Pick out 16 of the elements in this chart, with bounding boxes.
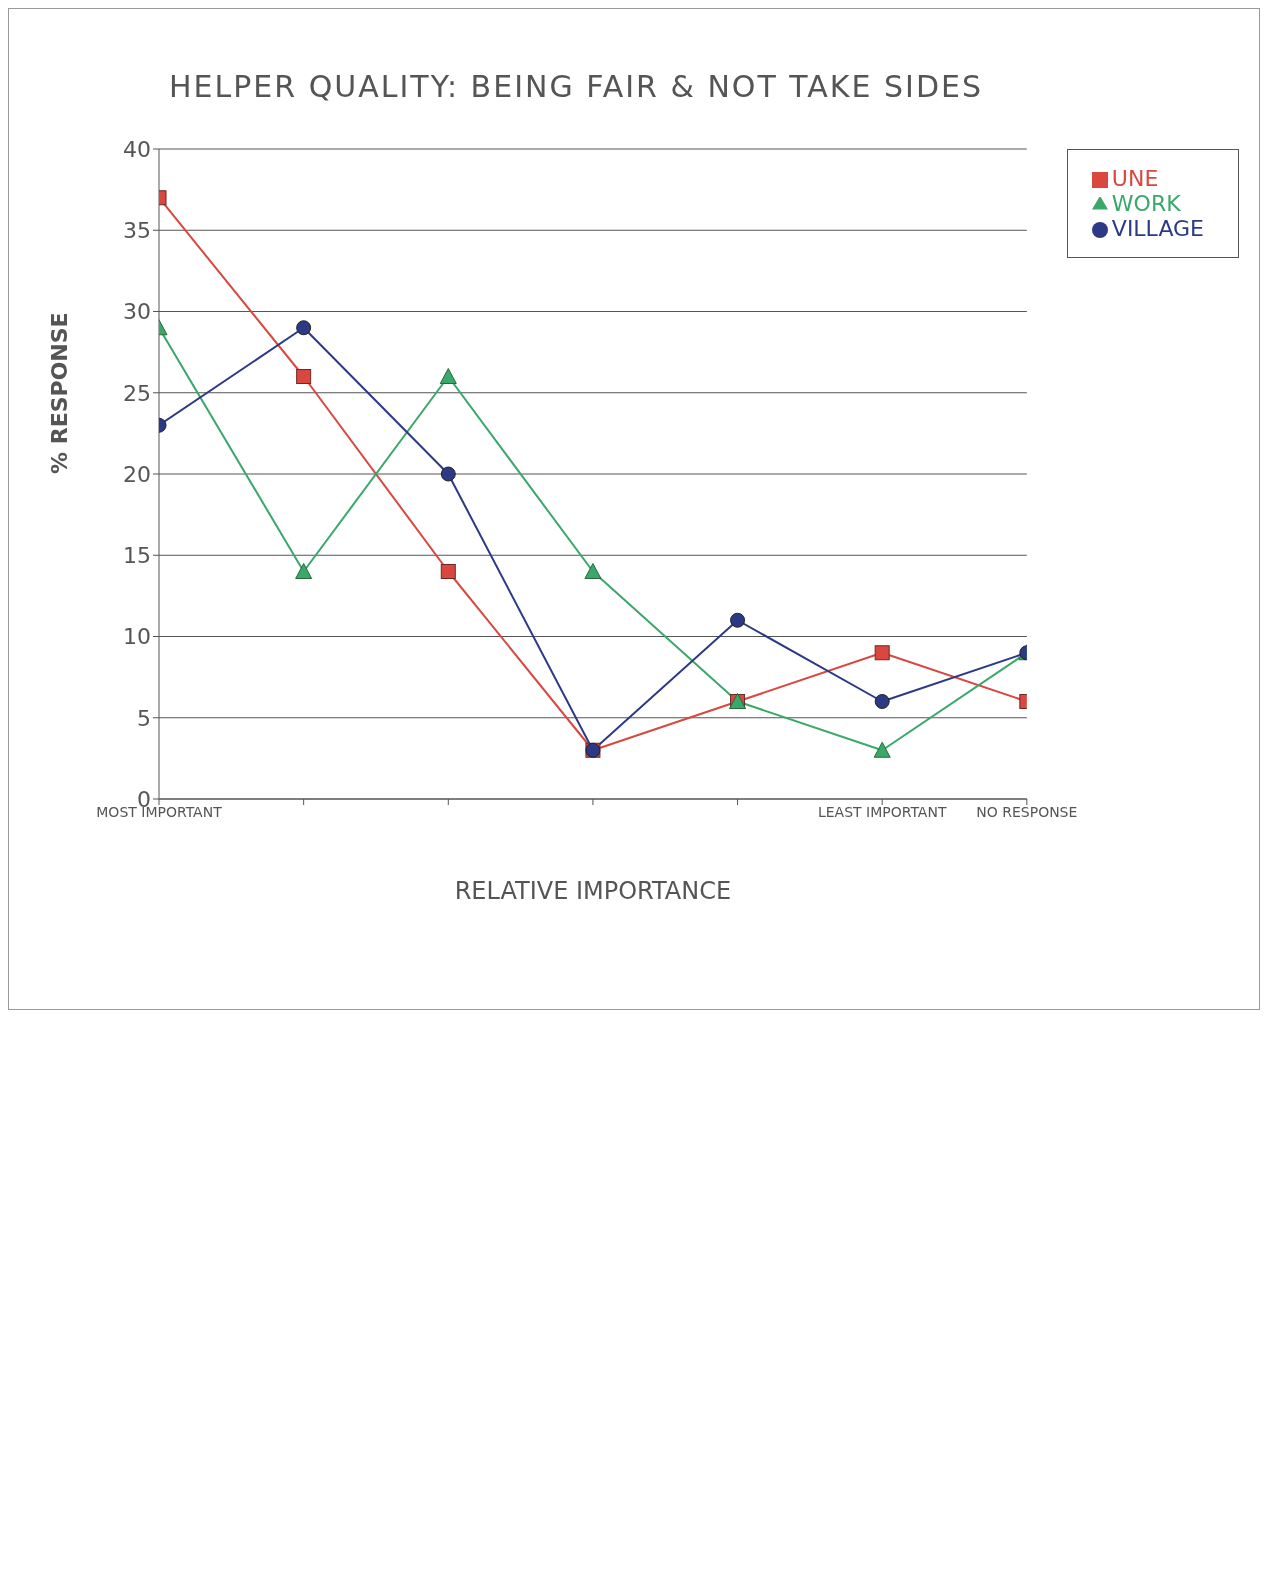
chart-title: HELPER QUALITY: BEING FAIR & NOT TAKE SIDES <box>169 69 983 104</box>
y-tick-label: 25 <box>123 380 151 406</box>
x-tick-label: NO RESPONSE <box>976 803 1078 820</box>
y-tick-label: 35 <box>123 218 151 244</box>
y-tick-label: 15 <box>123 543 151 569</box>
y-tick-label: 5 <box>137 705 151 731</box>
y-tick-label: 30 <box>123 299 151 325</box>
legend-label: WORK <box>1111 191 1181 216</box>
legend-label: VILLAGE <box>1111 216 1204 241</box>
y-tick-label: 10 <box>123 624 151 650</box>
x-axis-title: RELATIVE IMPORTANCE <box>454 877 732 905</box>
y-axis-title: % RESPONSE <box>46 312 72 474</box>
y-tick-label: 20 <box>123 461 151 487</box>
legend-label: UNE <box>1111 166 1159 191</box>
y-tick-label: 40 <box>123 136 151 162</box>
x-tick-label: LEAST IMPORTANT <box>817 803 947 820</box>
